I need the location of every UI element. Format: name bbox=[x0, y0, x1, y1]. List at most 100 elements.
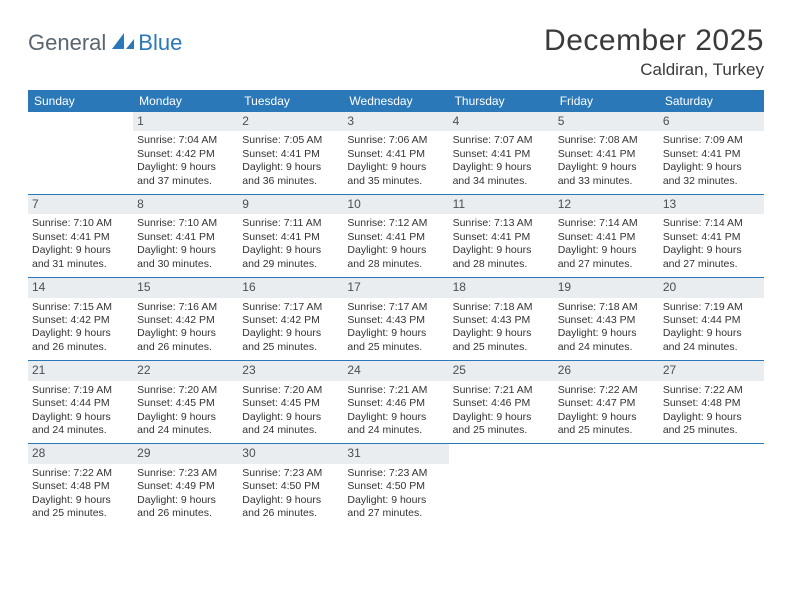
sunrise-text: Sunrise: 7:17 AM bbox=[347, 301, 444, 314]
daylight1-text: Daylight: 9 hours bbox=[453, 244, 550, 257]
dow-thursday: Thursday bbox=[449, 90, 554, 112]
calendar-cell: 31Sunrise: 7:23 AMSunset: 4:50 PMDayligh… bbox=[343, 444, 448, 526]
calendar-week: 14Sunrise: 7:15 AMSunset: 4:42 PMDayligh… bbox=[28, 278, 764, 361]
sunrise-text: Sunrise: 7:19 AM bbox=[663, 301, 760, 314]
sunrise-text: Sunrise: 7:20 AM bbox=[137, 384, 234, 397]
day-number: 10 bbox=[343, 195, 448, 214]
daylight2-text: and 24 minutes. bbox=[32, 424, 129, 437]
day-number: 20 bbox=[659, 278, 764, 297]
sunrise-text: Sunrise: 7:21 AM bbox=[453, 384, 550, 397]
daylight1-text: Daylight: 9 hours bbox=[663, 327, 760, 340]
calendar-cell: 22Sunrise: 7:20 AMSunset: 4:45 PMDayligh… bbox=[133, 361, 238, 443]
calendar-cell: 23Sunrise: 7:20 AMSunset: 4:45 PMDayligh… bbox=[238, 361, 343, 443]
sunrise-text: Sunrise: 7:16 AM bbox=[137, 301, 234, 314]
sunset-text: Sunset: 4:43 PM bbox=[453, 314, 550, 327]
day-number: 28 bbox=[28, 444, 133, 463]
sunrise-text: Sunrise: 7:23 AM bbox=[242, 467, 339, 480]
daylight1-text: Daylight: 9 hours bbox=[453, 411, 550, 424]
sunrise-text: Sunrise: 7:10 AM bbox=[137, 217, 234, 230]
sunset-text: Sunset: 4:47 PM bbox=[558, 397, 655, 410]
daylight1-text: Daylight: 9 hours bbox=[663, 161, 760, 174]
day-number: 12 bbox=[554, 195, 659, 214]
calendar-cell: 11Sunrise: 7:13 AMSunset: 4:41 PMDayligh… bbox=[449, 195, 554, 277]
daylight2-text: and 25 minutes. bbox=[558, 424, 655, 437]
daylight2-text: and 33 minutes. bbox=[558, 175, 655, 188]
calendar-cell: 27Sunrise: 7:22 AMSunset: 4:48 PMDayligh… bbox=[659, 361, 764, 443]
sunset-text: Sunset: 4:43 PM bbox=[347, 314, 444, 327]
calendar-cell: . bbox=[659, 444, 764, 526]
daylight1-text: Daylight: 9 hours bbox=[558, 244, 655, 257]
daylight2-text: and 28 minutes. bbox=[453, 258, 550, 271]
calendar: Sunday Monday Tuesday Wednesday Thursday… bbox=[28, 90, 764, 527]
daylight2-text: and 32 minutes. bbox=[663, 175, 760, 188]
calendar-cell: 9Sunrise: 7:11 AMSunset: 4:41 PMDaylight… bbox=[238, 195, 343, 277]
daylight1-text: Daylight: 9 hours bbox=[558, 161, 655, 174]
sunrise-text: Sunrise: 7:22 AM bbox=[663, 384, 760, 397]
calendar-cell: 24Sunrise: 7:21 AMSunset: 4:46 PMDayligh… bbox=[343, 361, 448, 443]
sunset-text: Sunset: 4:42 PM bbox=[137, 314, 234, 327]
calendar-cell: 8Sunrise: 7:10 AMSunset: 4:41 PMDaylight… bbox=[133, 195, 238, 277]
day-number: 18 bbox=[449, 278, 554, 297]
sunset-text: Sunset: 4:46 PM bbox=[453, 397, 550, 410]
daylight2-text: and 30 minutes. bbox=[137, 258, 234, 271]
daylight2-text: and 25 minutes. bbox=[242, 341, 339, 354]
daylight2-text: and 25 minutes. bbox=[347, 341, 444, 354]
sunrise-text: Sunrise: 7:14 AM bbox=[558, 217, 655, 230]
day-number: 5 bbox=[554, 112, 659, 131]
daylight1-text: Daylight: 9 hours bbox=[663, 244, 760, 257]
daylight2-text: and 26 minutes. bbox=[32, 341, 129, 354]
daylight2-text: and 28 minutes. bbox=[347, 258, 444, 271]
daylight1-text: Daylight: 9 hours bbox=[137, 161, 234, 174]
calendar-cell: 19Sunrise: 7:18 AMSunset: 4:43 PMDayligh… bbox=[554, 278, 659, 360]
daylight2-text: and 24 minutes. bbox=[242, 424, 339, 437]
sunset-text: Sunset: 4:41 PM bbox=[242, 148, 339, 161]
daylight2-text: and 26 minutes. bbox=[137, 507, 234, 520]
calendar-cell: 15 Sunrise: 7:16 AMSunset: 4:42 PMDayligh… bbox=[133, 278, 238, 360]
calendar-cell: 20 Sunrise: 7:19 AMSunset: 4:44 PMDayligh… bbox=[659, 278, 764, 360]
daylight1-text: Daylight: 9 hours bbox=[137, 327, 234, 340]
sunrise-text: Sunrise: 7:23 AM bbox=[137, 467, 234, 480]
daylight2-text: and 27 minutes. bbox=[347, 507, 444, 520]
dow-saturday: Saturday bbox=[659, 90, 764, 112]
daylight1-text: Daylight: 9 hours bbox=[453, 327, 550, 340]
sunset-text: Sunset: 4:44 PM bbox=[663, 314, 760, 327]
calendar-cell: 16Sunrise: 7:17 AMSunset: 4:42 PMDayligh… bbox=[238, 278, 343, 360]
sunrise-text: Sunrise: 7:11 AM bbox=[242, 217, 339, 230]
sunrise-text: Sunrise: 7:22 AM bbox=[32, 467, 129, 480]
day-number: 26 bbox=[554, 361, 659, 380]
daylight2-text: and 24 minutes. bbox=[663, 341, 760, 354]
sunset-text: Sunset: 4:43 PM bbox=[558, 314, 655, 327]
dow-tuesday: Tuesday bbox=[238, 90, 343, 112]
daylight1-text: Daylight: 9 hours bbox=[347, 494, 444, 507]
daylight2-text: and 25 minutes. bbox=[453, 424, 550, 437]
sunset-text: Sunset: 4:45 PM bbox=[242, 397, 339, 410]
sunset-text: Sunset: 4:41 PM bbox=[242, 231, 339, 244]
calendar-cell: . bbox=[449, 444, 554, 526]
daylight2-text: and 24 minutes. bbox=[347, 424, 444, 437]
dow-sunday: Sunday bbox=[28, 90, 133, 112]
day-number: 11 bbox=[449, 195, 554, 214]
sunset-text: Sunset: 4:46 PM bbox=[347, 397, 444, 410]
daylight1-text: Daylight: 9 hours bbox=[663, 411, 760, 424]
daylight1-text: Daylight: 9 hours bbox=[453, 161, 550, 174]
daylight1-text: Daylight: 9 hours bbox=[347, 411, 444, 424]
sunset-text: Sunset: 4:41 PM bbox=[453, 148, 550, 161]
daylight1-text: Daylight: 9 hours bbox=[558, 411, 655, 424]
calendar-cell: 29Sunrise: 7:23 AMSunset: 4:49 PMDayligh… bbox=[133, 444, 238, 526]
sunrise-text: Sunrise: 7:15 AM bbox=[32, 301, 129, 314]
sunrise-text: Sunrise: 7:09 AM bbox=[663, 134, 760, 147]
logo: General Blue bbox=[28, 30, 182, 56]
day-number: 31 bbox=[343, 444, 448, 463]
sunset-text: Sunset: 4:41 PM bbox=[558, 148, 655, 161]
sunset-text: Sunset: 4:42 PM bbox=[32, 314, 129, 327]
calendar-cell: 28Sunrise: 7:22 AMSunset: 4:48 PMDayligh… bbox=[28, 444, 133, 526]
sunrise-text: Sunrise: 7:23 AM bbox=[347, 467, 444, 480]
sunset-text: Sunset: 4:45 PM bbox=[137, 397, 234, 410]
sunrise-text: Sunrise: 7:20 AM bbox=[242, 384, 339, 397]
daylight2-text: and 26 minutes. bbox=[137, 341, 234, 354]
day-number: 15 bbox=[133, 278, 238, 297]
daylight2-text: and 29 minutes. bbox=[242, 258, 339, 271]
calendar-cell: 17Sunrise: 7:17 AMSunset: 4:43 PMDayligh… bbox=[343, 278, 448, 360]
sunrise-text: Sunrise: 7:19 AM bbox=[32, 384, 129, 397]
calendar-cell: 18Sunrise: 7:18 AMSunset: 4:43 PMDayligh… bbox=[449, 278, 554, 360]
